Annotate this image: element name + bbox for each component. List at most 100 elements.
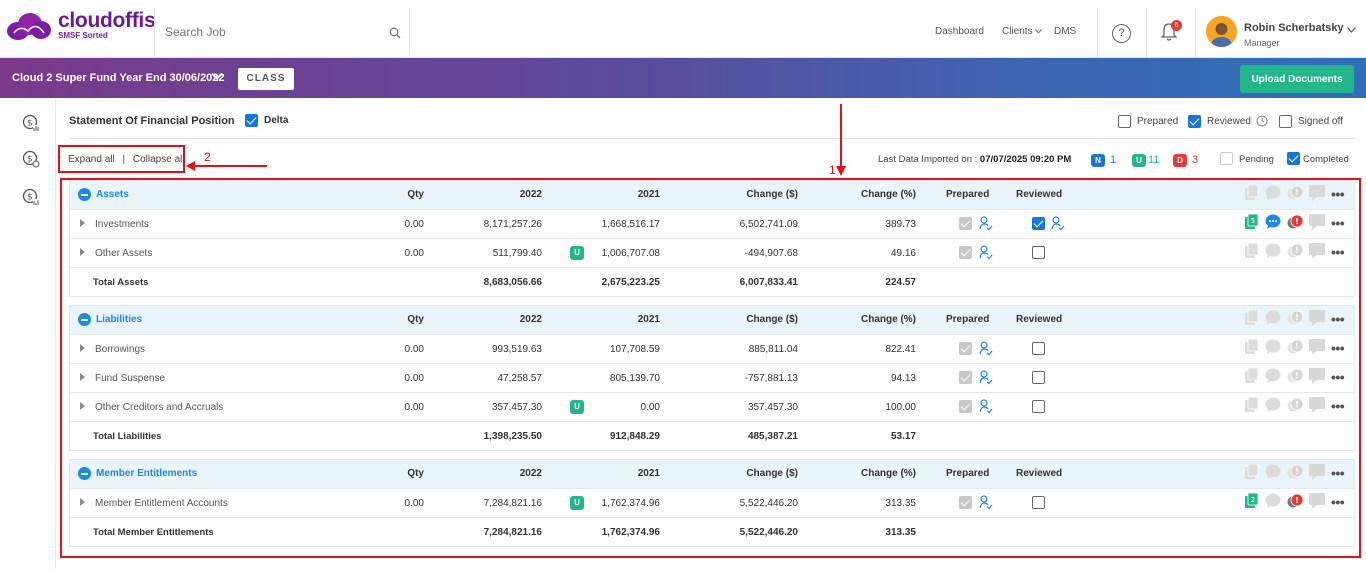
dollar-report-icon[interactable]: $ <box>22 114 40 132</box>
expand-all-link[interactable]: Expand all <box>68 154 115 165</box>
prepared-checkbox[interactable] <box>959 400 972 413</box>
reviewed-by-user-icon[interactable] <box>1051 216 1065 231</box>
note-icon[interactable] <box>1309 397 1325 413</box>
alert-icon[interactable]: ! <box>1287 310 1304 326</box>
prepared-by-user-icon[interactable] <box>979 341 993 356</box>
reviewed-checkbox[interactable] <box>1032 246 1045 259</box>
help-icon[interactable]: ? <box>1112 24 1131 43</box>
alert-icon[interactable]: ! <box>1287 368 1304 384</box>
section-name[interactable]: Assets <box>96 189 129 200</box>
alert-icon[interactable]: ! <box>1287 243 1304 259</box>
row-label[interactable]: Fund Suspense <box>95 373 166 384</box>
note-icon[interactable] <box>1309 339 1325 355</box>
row-label[interactable]: Other Creditors and Accruals <box>95 402 224 413</box>
collapse-section-icon[interactable] <box>78 313 91 326</box>
alert-icon[interactable]: ! <box>1287 214 1304 230</box>
cloudoffis-logo[interactable]: cloudoffis SMSF Sorted <box>6 10 156 41</box>
prepared-checkbox[interactable] <box>959 217 972 230</box>
clock-icon[interactable] <box>1256 115 1268 127</box>
chevron-down-icon[interactable] <box>1347 27 1356 33</box>
collapse-section-icon[interactable] <box>78 188 91 201</box>
prepared-checkbox[interactable] <box>959 371 972 384</box>
document-icon[interactable]: 2 <box>1244 493 1259 509</box>
document-icon[interactable] <box>1244 310 1259 326</box>
prepared-checkbox[interactable] <box>959 342 972 355</box>
row-label[interactable]: Borrowings <box>95 344 146 355</box>
prepared-by-user-icon[interactable] <box>979 216 993 231</box>
section-name[interactable]: Member Entitlements <box>96 468 198 479</box>
more-options-icon[interactable]: ••• <box>1331 369 1345 385</box>
reviewed-checkbox[interactable] <box>1032 217 1045 230</box>
search-input[interactable] <box>165 25 365 39</box>
more-options-icon[interactable]: ••• <box>1331 340 1345 356</box>
more-options-icon[interactable]: ••• <box>1331 494 1345 510</box>
collapse-all-link[interactable]: Collapse all <box>132 154 185 165</box>
alert-icon[interactable]: ! <box>1287 493 1304 509</box>
document-icon[interactable] <box>1244 464 1259 480</box>
note-icon[interactable] <box>1309 310 1325 326</box>
prepared-checkbox[interactable] <box>959 496 972 509</box>
prepared-by-user-icon[interactable] <box>979 495 993 510</box>
section-name[interactable]: Liabilities <box>96 314 143 325</box>
row-label[interactable]: Other Assets <box>95 248 153 259</box>
pending-checkbox[interactable] <box>1220 152 1233 165</box>
user-name[interactable]: Robin Scherbatsky <box>1244 22 1344 34</box>
prepared-by-user-icon[interactable] <box>979 245 993 260</box>
document-icon[interactable] <box>1244 243 1259 259</box>
expand-row-icon[interactable] <box>80 498 85 506</box>
nav-dms[interactable]: DMS <box>1054 26 1077 37</box>
document-icon[interactable] <box>1244 185 1259 201</box>
more-options-icon[interactable]: ••• <box>1331 398 1345 414</box>
note-icon[interactable] <box>1309 493 1325 509</box>
alert-icon[interactable]: ! <box>1287 185 1304 201</box>
reviewed-checkbox[interactable] <box>1032 400 1045 413</box>
prepared-checkbox[interactable] <box>959 246 972 259</box>
comment-icon[interactable] <box>1265 214 1281 230</box>
more-options-icon[interactable]: ••• <box>1331 244 1345 260</box>
row-label[interactable]: Member Entitlement Accounts <box>95 498 228 509</box>
comment-icon[interactable] <box>1265 339 1281 355</box>
more-options-icon[interactable]: ••• <box>1331 311 1345 327</box>
alert-icon[interactable]: ! <box>1287 397 1304 413</box>
expand-row-icon[interactable] <box>80 248 85 256</box>
note-icon[interactable] <box>1309 243 1325 259</box>
prepared-by-user-icon[interactable] <box>979 399 993 414</box>
row-label[interactable]: Investments <box>95 219 149 230</box>
note-icon[interactable] <box>1309 368 1325 384</box>
comment-icon[interactable] <box>1265 368 1281 384</box>
alert-icon[interactable]: ! <box>1287 464 1304 480</box>
completed-checkbox[interactable] <box>1287 152 1300 165</box>
note-icon[interactable] <box>1309 185 1325 201</box>
document-icon[interactable] <box>1244 397 1259 413</box>
fund-title[interactable]: Cloud 2 Super Fund Year End 30/06/2022 <box>12 72 225 84</box>
dollar-chart-icon[interactable]: $ <box>22 188 40 206</box>
expand-row-icon[interactable] <box>80 219 85 227</box>
reviewed-filter-checkbox[interactable] <box>1188 115 1201 128</box>
document-icon[interactable]: 5 <box>1244 214 1259 230</box>
reviewed-checkbox[interactable] <box>1032 496 1045 509</box>
nav-dashboard[interactable]: Dashboard <box>935 26 984 37</box>
expand-row-icon[interactable] <box>80 373 85 381</box>
note-icon[interactable] <box>1309 214 1325 230</box>
prepared-by-user-icon[interactable] <box>979 370 993 385</box>
more-options-icon[interactable]: ••• <box>1331 215 1345 231</box>
note-icon[interactable] <box>1309 464 1325 480</box>
chevron-down-icon[interactable] <box>211 72 223 81</box>
alert-icon[interactable]: ! <box>1287 339 1304 355</box>
document-icon[interactable] <box>1244 339 1259 355</box>
comment-icon[interactable] <box>1265 397 1281 413</box>
reviewed-checkbox[interactable] <box>1032 371 1045 384</box>
reviewed-checkbox[interactable] <box>1032 342 1045 355</box>
collapse-section-icon[interactable] <box>78 467 91 480</box>
prepared-filter-checkbox[interactable] <box>1118 115 1131 128</box>
dollar-settings-icon[interactable]: $ <box>22 150 40 168</box>
comment-icon[interactable] <box>1265 493 1281 509</box>
signed-off-filter-checkbox[interactable] <box>1279 115 1292 128</box>
search-icon[interactable] <box>389 27 401 39</box>
nav-clients[interactable]: Clients <box>1002 26 1043 37</box>
more-options-icon[interactable]: ••• <box>1331 465 1345 481</box>
comment-icon[interactable] <box>1265 243 1281 259</box>
comment-icon[interactable] <box>1265 185 1281 201</box>
upload-documents-button[interactable]: Upload Documents <box>1240 65 1354 93</box>
delta-checkbox[interactable] <box>245 114 258 127</box>
